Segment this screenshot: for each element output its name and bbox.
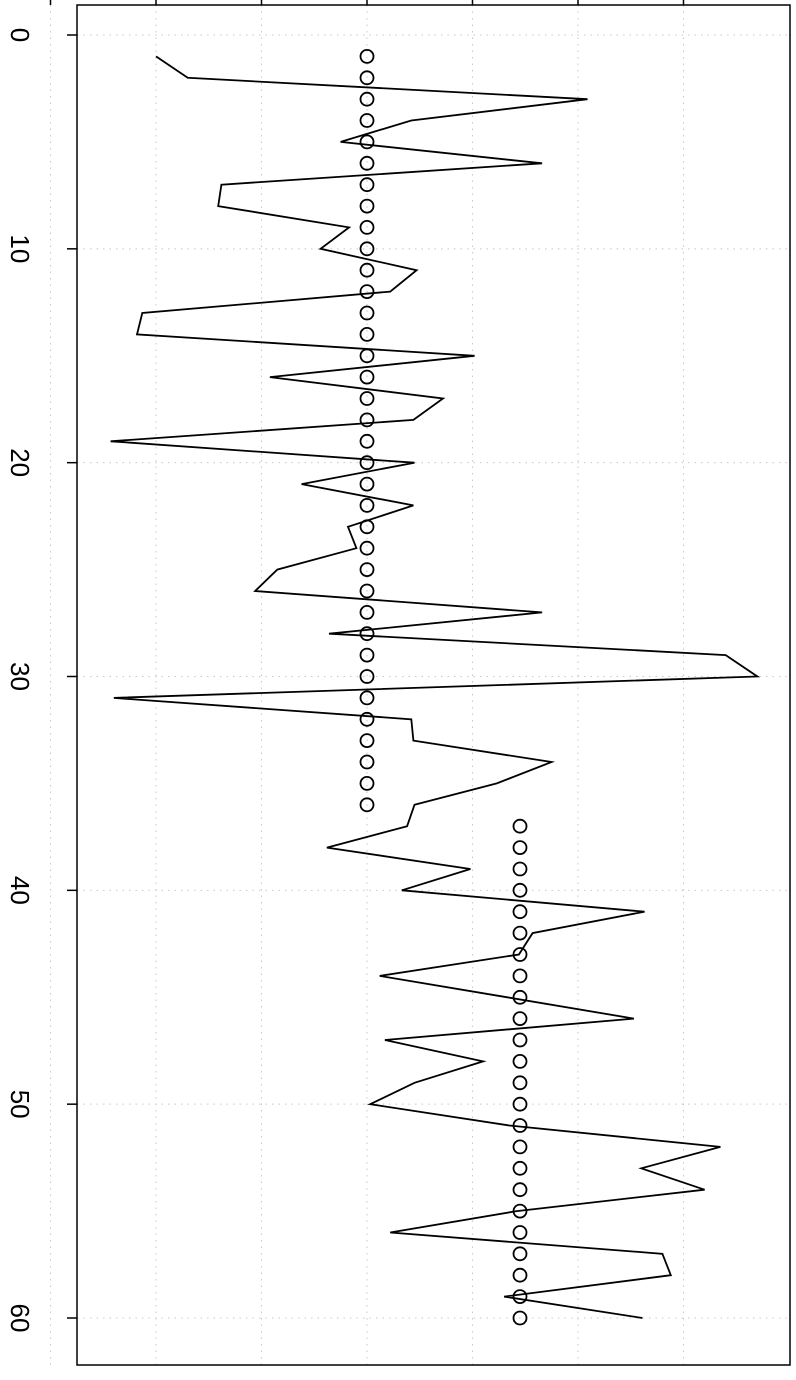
series-point [359,519,375,535]
series-point [359,455,375,471]
series-point [359,305,375,321]
series-point [359,284,375,300]
series-point [359,262,375,278]
series-point [359,669,375,684]
series-point [359,605,375,620]
series-point [512,1225,528,1240]
x-axis-ticks: 0 10 20 30 40 50 60 [5,28,77,1333]
series-point [512,1139,528,1155]
y-axis-ticks [49,0,685,5]
series-point [512,1011,528,1026]
x-tick-label: 50 [5,1090,35,1119]
series-point [512,1289,528,1304]
series-point [359,690,375,706]
series-point [359,711,375,727]
series-point [512,840,528,855]
series-point [359,369,375,385]
series-point [359,647,375,663]
x-tick-label: 10 [5,234,35,263]
series-point [359,219,375,235]
x-tick-label: 40 [5,876,35,905]
series-point [359,241,375,257]
series-point [512,904,528,920]
series-point [359,113,375,128]
series-point [359,134,375,150]
series-point [512,1096,528,1112]
series-point [359,198,375,214]
x-tick-label: 30 [5,662,35,691]
series-point [512,947,528,962]
plot-frame [76,4,791,1366]
series-point [359,49,375,64]
series-point [359,412,375,428]
series-point [512,968,528,984]
series-point [512,1032,528,1048]
series-point [359,497,375,513]
series-point [512,1075,528,1091]
series-point [359,776,375,791]
series-point [512,1267,528,1283]
series-point [359,754,375,770]
series-point [359,797,375,813]
series-point [359,733,375,748]
series-point [359,70,375,86]
series-point [512,861,528,877]
series-point [359,348,375,364]
grid-lines [50,5,790,1365]
series-point [512,1118,528,1133]
series-point [359,540,375,556]
series-point [359,326,375,342]
series-point [359,626,375,642]
series-point [512,818,528,834]
series-point [359,433,375,449]
series-point [512,882,528,898]
x-tick-label: 60 [5,1304,35,1333]
series-point [359,91,375,107]
series-line [110,55,761,1319]
x-tick-label: 20 [5,448,35,477]
series-point [359,155,375,171]
series-point [512,1182,528,1198]
series-point [512,1160,528,1176]
series-point [512,1054,528,1069]
series-point [512,1246,528,1262]
series-point [512,925,528,941]
series-point [359,562,375,577]
series-point [359,177,375,193]
series-point [512,989,528,1005]
series-point [359,476,375,492]
series-point [512,1203,528,1219]
series-point [512,1310,528,1326]
x-tick-label: 0 [5,28,35,42]
series-point [359,391,375,406]
series-layer [110,49,761,1326]
series-point [359,583,375,599]
